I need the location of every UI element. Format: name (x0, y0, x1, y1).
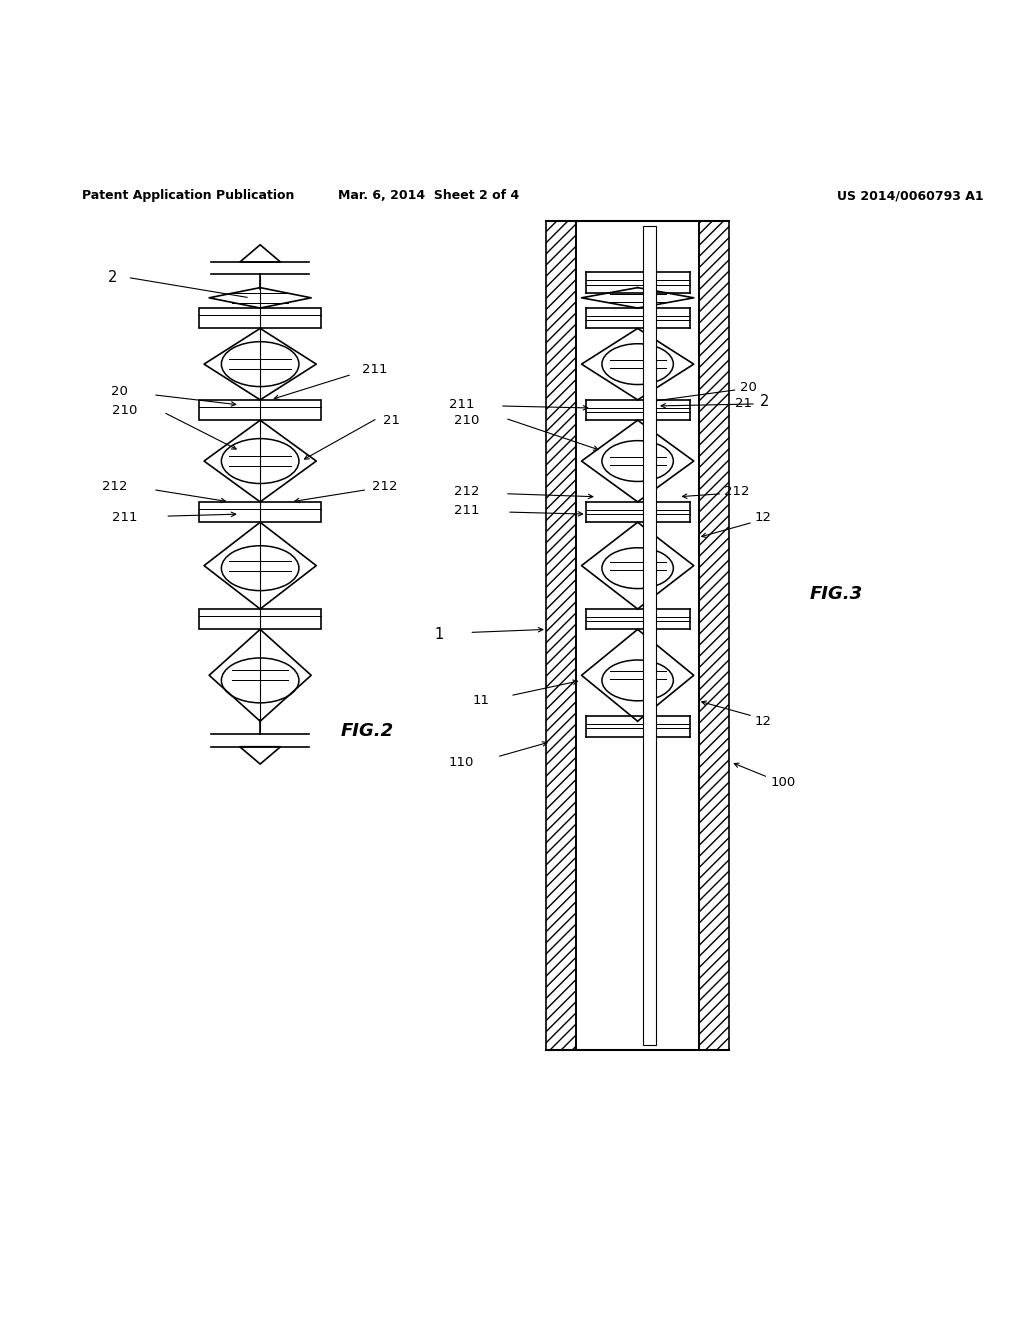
Text: 212: 212 (724, 486, 750, 498)
Text: 12: 12 (755, 511, 772, 524)
Text: 210: 210 (113, 404, 138, 417)
Polygon shape (698, 222, 729, 1049)
Text: US 2014/0060793 A1: US 2014/0060793 A1 (837, 189, 983, 202)
Text: 2: 2 (108, 269, 118, 285)
Polygon shape (546, 222, 577, 1049)
Text: Mar. 6, 2014  Sheet 2 of 4: Mar. 6, 2014 Sheet 2 of 4 (338, 189, 519, 202)
Text: FIG.2: FIG.2 (341, 722, 394, 741)
Text: 212: 212 (373, 480, 398, 494)
Text: 21: 21 (383, 413, 399, 426)
Text: 211: 211 (113, 511, 138, 524)
Text: 211: 211 (449, 399, 474, 412)
Polygon shape (643, 227, 656, 1044)
Text: 211: 211 (362, 363, 388, 376)
Text: 2: 2 (760, 395, 769, 409)
Text: 20: 20 (739, 381, 757, 395)
Text: Patent Application Publication: Patent Application Publication (82, 189, 294, 202)
Text: 12: 12 (755, 714, 772, 727)
Text: 212: 212 (102, 480, 128, 494)
Text: FIG.3: FIG.3 (810, 585, 863, 603)
Text: 100: 100 (770, 776, 796, 789)
Text: 20: 20 (111, 385, 128, 399)
Text: 1: 1 (434, 627, 443, 642)
Text: 210: 210 (454, 413, 479, 426)
Text: 211: 211 (454, 503, 479, 516)
Text: 11: 11 (473, 694, 489, 708)
Text: 212: 212 (454, 486, 479, 498)
Text: 21: 21 (734, 397, 752, 411)
Text: 110: 110 (450, 755, 474, 768)
